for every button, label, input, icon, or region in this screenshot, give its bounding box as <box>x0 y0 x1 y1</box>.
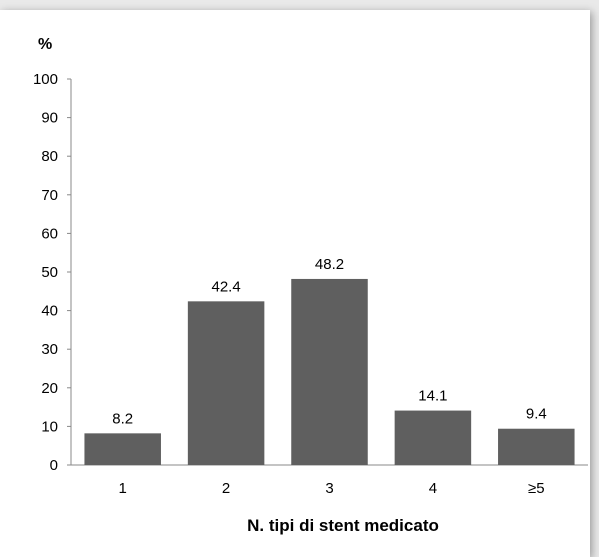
data-label-4: 14.1 <box>418 388 447 405</box>
x-tick-label-4: 4 <box>429 480 437 497</box>
y-tick-label: 90 <box>41 110 58 127</box>
bar-2 <box>187 301 265 465</box>
x-tick-label-1: 1 <box>119 480 127 497</box>
y-axis-ticks: 0 10 20 30 40 50 60 70 80 90 100 <box>33 71 71 474</box>
y-tick-label: 10 <box>41 418 58 435</box>
bar-5 <box>498 428 575 465</box>
x-tick-label-3: 3 <box>325 480 333 497</box>
y-tick-label: 0 <box>50 457 58 474</box>
y-tick-label: 30 <box>41 341 58 358</box>
data-label-1: 8.2 <box>112 410 133 427</box>
y-tick-label: 80 <box>41 148 58 165</box>
x-tick-label-2: 2 <box>222 480 230 497</box>
data-label-2: 42.4 <box>211 278 240 295</box>
y-tick-label: 50 <box>41 264 58 281</box>
y-axis-unit-label: % <box>38 36 52 53</box>
x-tick-label-5: ≥5 <box>528 480 545 497</box>
y-tick-label: 40 <box>41 303 58 320</box>
data-label-5: 9.4 <box>526 406 547 423</box>
bar-1 <box>84 433 161 465</box>
data-label-3: 48.2 <box>315 256 344 273</box>
x-axis-title: N. tipi di stent medicato <box>247 516 439 535</box>
bar-3 <box>291 278 368 465</box>
bars-group: 8.2 42.4 48.2 14.1 9.4 <box>84 256 575 465</box>
bar-4 <box>394 410 472 465</box>
y-tick-label: 70 <box>41 187 58 204</box>
x-axis-ticks: 1 2 3 4 ≥5 <box>119 480 545 497</box>
y-tick-label: 100 <box>33 71 58 88</box>
y-tick-label: 60 <box>41 225 58 242</box>
y-tick-label: 20 <box>41 380 58 397</box>
